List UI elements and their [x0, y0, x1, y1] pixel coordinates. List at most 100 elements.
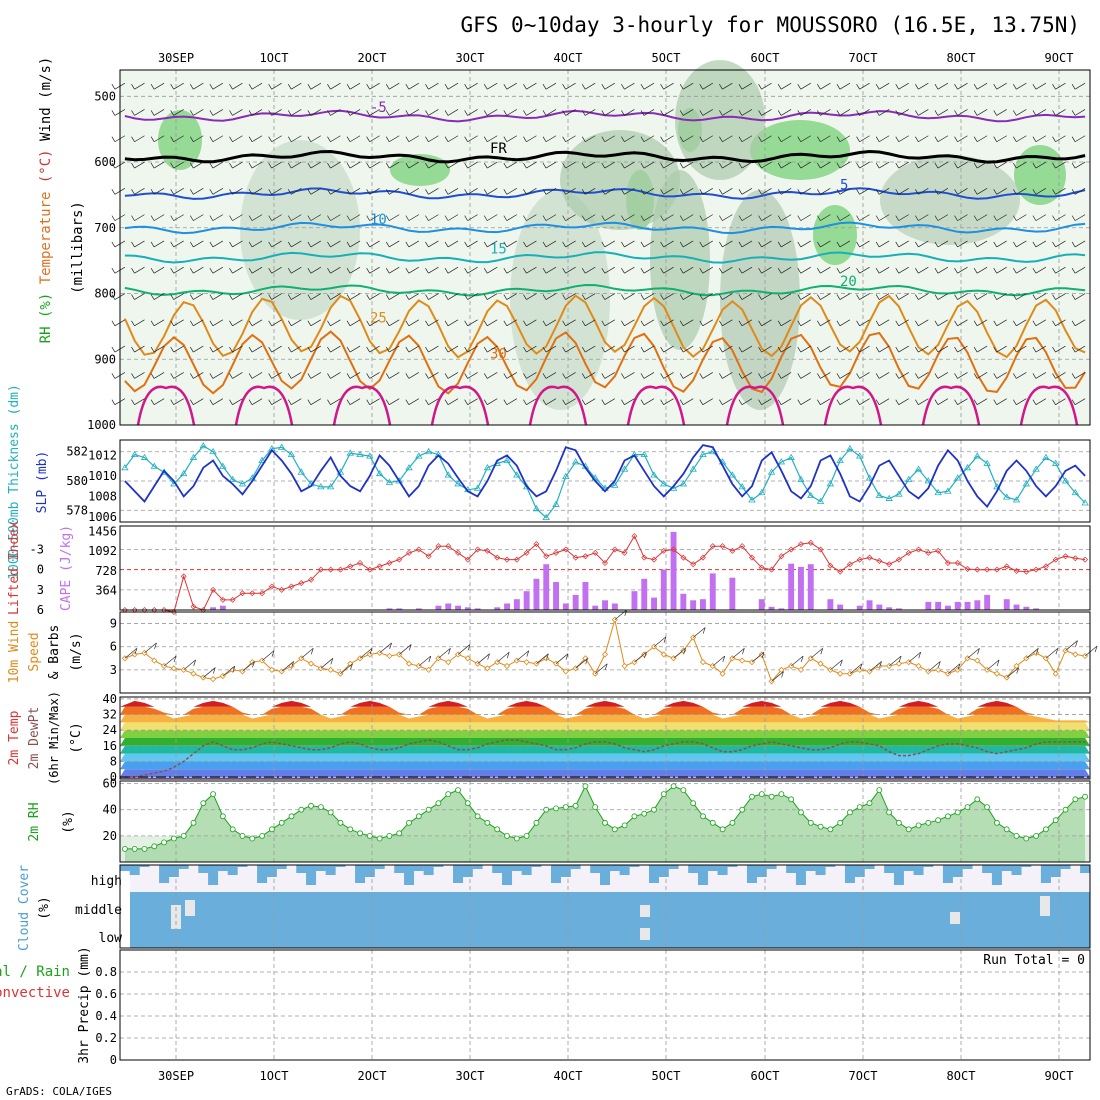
wind-barb	[836, 319, 851, 327]
top-date-label: 1OCT	[260, 51, 289, 65]
wind-barb	[248, 293, 263, 300]
cloud-high-cell	[492, 865, 503, 873]
wind-barb	[1013, 188, 1027, 195]
cloud-high-cell	[717, 865, 728, 875]
thickness-point	[503, 456, 511, 463]
isotherm-label: 20	[840, 274, 857, 290]
top-date-label: 6OCT	[751, 51, 780, 65]
rh-panel	[120, 781, 1090, 862]
thickness-point	[660, 480, 668, 487]
wind-barb	[562, 266, 576, 274]
wind-barb	[660, 109, 674, 116]
wind-barb	[1013, 398, 1027, 406]
rh-point	[788, 796, 795, 803]
wind-barb	[640, 82, 655, 90]
wind-barb	[425, 266, 439, 274]
li-point	[719, 543, 726, 550]
wind-barb	[758, 372, 772, 379]
thickness-point	[856, 452, 864, 459]
y-tick-label: 6	[110, 640, 117, 654]
cloud-high-cell	[168, 865, 179, 877]
li-point	[895, 556, 902, 563]
wind-barb	[405, 188, 420, 195]
wind-barb	[307, 135, 322, 143]
rh-point	[376, 835, 383, 842]
cloud-high-cell	[766, 865, 777, 869]
y-tick-label: 8	[110, 754, 117, 768]
wind-barb	[425, 161, 439, 169]
rh-point	[170, 835, 177, 842]
li-point	[170, 609, 177, 616]
wind-barb	[634, 651, 647, 663]
cape-tick: 1456	[88, 525, 117, 539]
wind-barb	[464, 82, 478, 90]
li-point	[1072, 555, 1079, 562]
wind-barb	[601, 188, 615, 195]
rh-shade	[510, 190, 610, 410]
wind-barb	[503, 319, 517, 327]
bottom-date-label: 1OCT	[260, 1069, 289, 1083]
li-point	[837, 568, 844, 575]
wind-barb	[758, 82, 772, 90]
rh-point	[925, 819, 932, 826]
cape-bar	[474, 608, 481, 610]
wind-barb	[229, 214, 243, 221]
cape-bar	[709, 573, 716, 610]
wind-barb	[621, 161, 635, 169]
wind-barb	[758, 109, 772, 116]
wind-barb	[170, 293, 184, 300]
cloud-gap	[950, 912, 960, 924]
cape-bar	[1023, 606, 1030, 610]
wind-barb	[170, 319, 184, 327]
wind-barb	[777, 240, 792, 248]
cape-bar	[778, 608, 785, 610]
thickness-point	[395, 477, 403, 484]
cape-bar	[827, 599, 834, 610]
wind-barb	[1032, 266, 1047, 274]
wind-barb	[555, 653, 569, 664]
rh-point	[1033, 833, 1039, 839]
wind-barb	[973, 240, 988, 248]
wind-barb	[457, 644, 471, 655]
cloud-high-cell	[217, 865, 228, 871]
wind-barb	[738, 135, 753, 143]
top-date-label: 30SEP	[158, 51, 194, 65]
wind-barb	[797, 82, 811, 90]
wind-barb	[189, 240, 204, 248]
li-point	[504, 556, 511, 563]
li-point	[709, 543, 716, 550]
li-point	[1082, 556, 1089, 563]
cape-bar	[660, 569, 667, 610]
temp-panel	[120, 697, 1090, 779]
thickness-point	[130, 450, 139, 458]
li-point	[396, 556, 403, 563]
wind-barb	[758, 266, 772, 274]
wind-barb	[692, 627, 706, 638]
wind-barb	[699, 266, 713, 274]
wind-barb	[562, 82, 576, 90]
wind-barb	[673, 648, 686, 659]
thickness-point	[797, 475, 805, 482]
li-point	[817, 546, 824, 553]
rh-point	[151, 843, 158, 850]
wind-speed-point	[993, 670, 1000, 677]
y-tick-label: 40	[103, 803, 117, 817]
wind-barb	[327, 240, 341, 248]
wind-barb	[287, 372, 302, 379]
wind-barb	[307, 345, 322, 353]
rh-shade	[675, 60, 765, 180]
cloud-high-cell	[688, 865, 699, 873]
wind-barb	[359, 648, 373, 659]
thickness-point	[356, 450, 364, 458]
wind-barb	[444, 293, 459, 300]
wind-barb	[268, 319, 282, 327]
wind-barb	[268, 109, 282, 116]
wind-barb	[1071, 345, 1086, 353]
wind-barb	[189, 398, 204, 406]
cape-bar	[788, 563, 795, 610]
wind-barb	[405, 345, 420, 353]
wind-barb	[483, 214, 498, 221]
rh-frame	[119, 780, 1091, 863]
li-point	[1003, 563, 1010, 570]
wind-barb	[679, 319, 694, 327]
